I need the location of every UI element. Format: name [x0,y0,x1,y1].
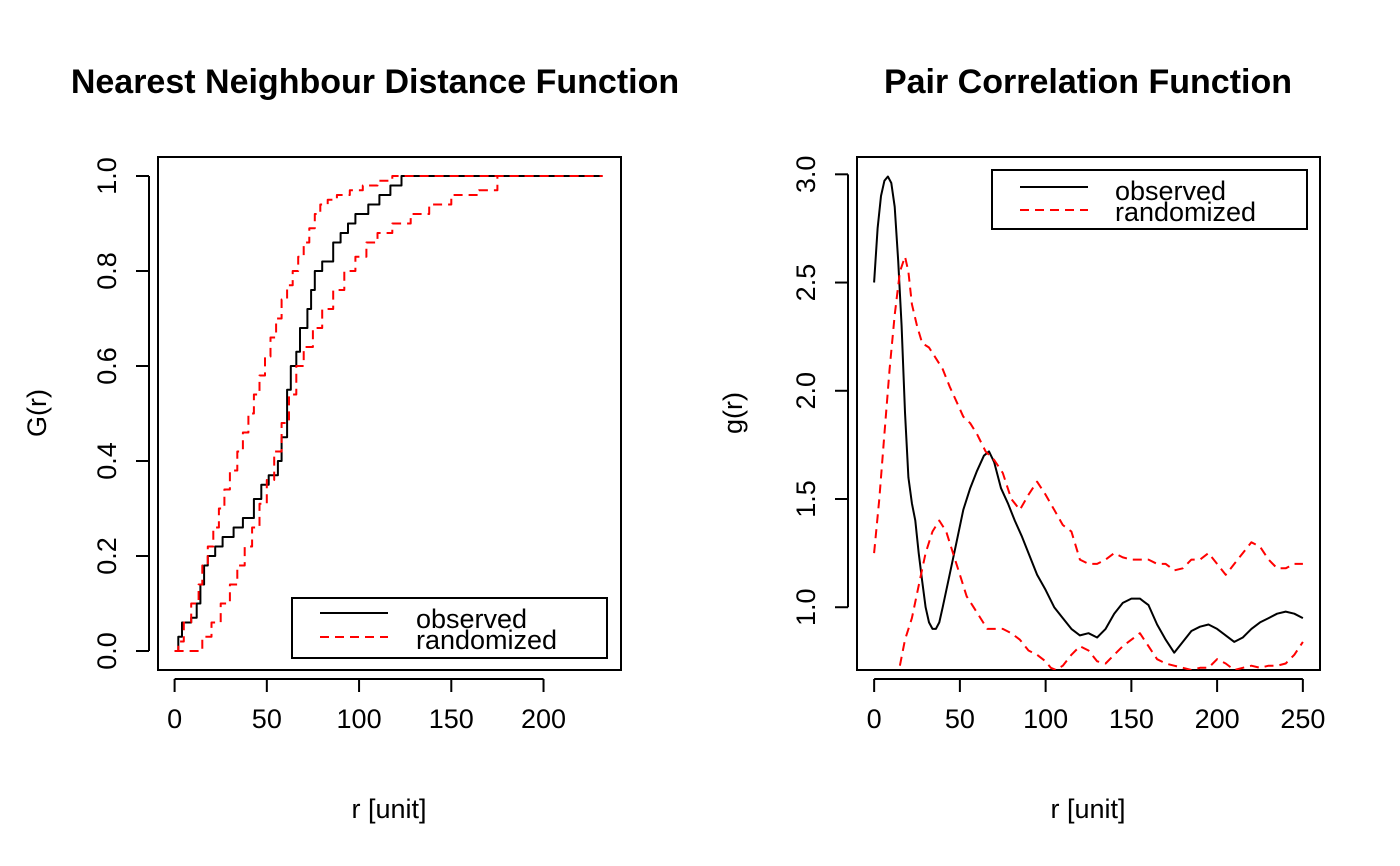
nnd-x-tick-label: 100 [337,704,382,734]
pcf-series-observed [873,175,1304,654]
pcf-y-axis: 1.0 1.5 2.0 2.5 3.0 [791,156,849,626]
nnd-y-tick-label: 1.0 [92,157,122,195]
pcf-title: Pair Correlation Function [884,63,1292,101]
nnd-series [174,175,603,652]
nnd-series-randomized-lower [174,175,603,652]
pcf-series-randomized-lower [898,519,1304,670]
pcf-y-label: g(r) [718,392,748,434]
pcf-legend: observed randomized [991,169,1308,230]
nnd-x-axis: 0 50 100 150 200 [167,678,566,734]
pcf-x-axis: 0 50 100 150 200 250 [867,678,1325,734]
nnd-title: Nearest Neighbour Distance Function [71,63,679,101]
pcf-y-tick-label: 2.5 [791,264,821,302]
nnd-y-tick-label: 0.4 [92,442,122,480]
pcf-legend-observed: observed [1115,176,1226,206]
nnd-x-tick-label: 200 [521,704,566,734]
pcf-x-tick-label: 150 [1109,704,1154,734]
pcf-x-tick-label: 100 [1023,704,1068,734]
pcf-x-tick-label: 200 [1195,704,1240,734]
nnd-legend: observed randomized [291,597,608,659]
nnd-legend-observed: observed [416,604,527,634]
pcf-y-tick-label: 2.0 [791,372,821,410]
nnd-x-tick-label: 150 [429,704,474,734]
pcf-y-tick-label: 1.5 [791,480,821,518]
nnd-panel: Nearest Neighbour Distance Function 0 50 1… [22,63,679,824]
nnd-plot-box [157,156,622,671]
pcf-legend-randomized: randomized [1115,197,1256,227]
nnd-y-axis: 0.0 0.2 0.4 0.6 0.8 1.0 [92,157,150,670]
pcf-x-tick-label: 250 [1280,704,1325,734]
pcf-x-tick-label: 0 [867,704,882,734]
nnd-legend-randomized: randomized [416,625,557,655]
pcf-series [873,175,1304,670]
nnd-y-tick-label: 0.8 [92,252,122,290]
nnd-series-observed [174,175,603,652]
nnd-y-tick-label: 0.6 [92,347,122,385]
pcf-panel: Pair Correlation Function 0 50 100 150 200 25… [718,63,1325,824]
nnd-x-tick-label: 50 [252,704,282,734]
pcf-plot-box [856,156,1321,671]
nnd-y-label: G(r) [22,389,52,437]
pcf-y-tick-label: 3.0 [791,156,821,194]
nnd-y-tick-label: 0.0 [92,632,122,670]
nnd-x-label: r [unit] [351,794,426,824]
pcf-series-randomized-upper [873,255,1303,576]
nnd-series-randomized-upper [174,175,603,652]
nnd-y-tick-label: 0.2 [92,537,122,575]
nnd-x-tick-label: 0 [167,704,182,734]
pcf-legend-box [991,169,1308,230]
nnd-legend-box [291,597,608,659]
pcf-x-label: r [unit] [1050,794,1125,824]
pcf-x-tick-label: 50 [945,704,975,734]
pcf-y-tick-label: 1.0 [791,588,821,626]
